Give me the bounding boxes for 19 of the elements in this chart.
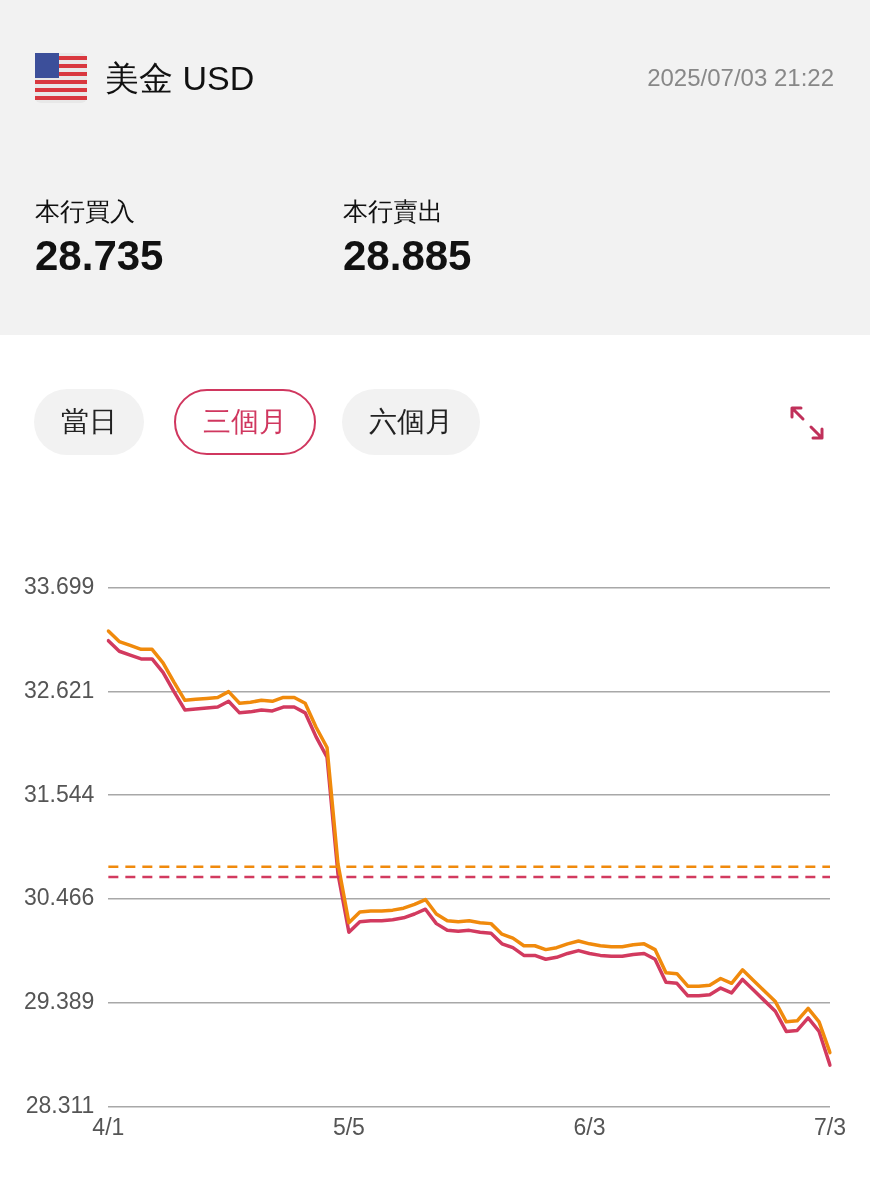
y-tick-label: 31.544 xyxy=(23,780,95,807)
text: 28.735 xyxy=(35,232,164,280)
x-tick-label: 7/3 xyxy=(814,1113,846,1140)
y-tick-label: 30.466 xyxy=(23,884,95,911)
text: 三個月 xyxy=(174,389,316,455)
text: 本行賣出 xyxy=(343,196,443,227)
text: 六個月 xyxy=(342,389,480,455)
x-tick-label: 4/1 xyxy=(92,1113,125,1140)
text: 本行買入 xyxy=(35,196,135,227)
chart-title: 美金 USD xyxy=(105,58,255,99)
text: 2025/07/03 21:22 xyxy=(647,64,834,92)
text: 28.885 xyxy=(343,232,472,280)
y-tick-label: 29.389 xyxy=(23,987,95,1014)
y-tick-label: 33.699 xyxy=(23,573,95,600)
y-tick-label: 32.621 xyxy=(23,676,95,703)
text: 當日 xyxy=(34,389,144,455)
x-tick-label: 6/3 xyxy=(573,1113,606,1140)
x-tick-label: 5/5 xyxy=(332,1113,365,1140)
y-tick-label: 28.311 xyxy=(25,1091,95,1118)
